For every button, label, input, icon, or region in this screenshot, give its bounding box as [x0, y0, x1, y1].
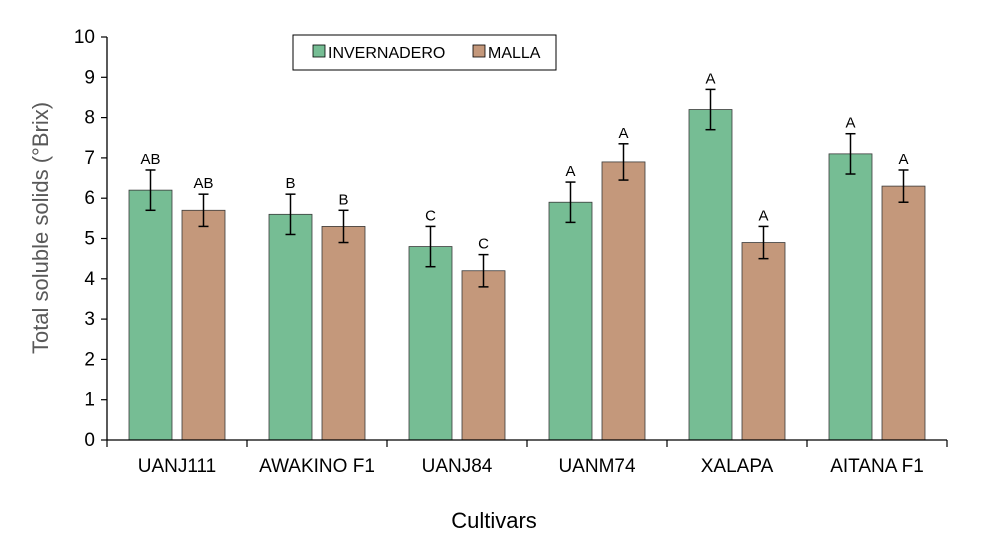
bar-malla: [601, 161, 646, 441]
plot-area: 0 1 2 3 4 5 6 7 8 9 10 UANJ111 AB AB AWAKINO F1 B B UANJ8…: [74, 27, 948, 477]
significance-label: B: [338, 191, 348, 208]
y-tick-label: 2: [84, 349, 95, 370]
y-tick-label: 0: [84, 430, 95, 451]
bar-malla: [181, 209, 226, 441]
x-category-label: AITANA F1: [830, 456, 924, 477]
significance-label: A: [565, 163, 575, 180]
significance-label: A: [758, 207, 768, 224]
y-tick-label: 8: [84, 108, 95, 129]
bar-malla: [461, 270, 506, 441]
bar-invernadero: [128, 189, 173, 441]
y-tick-label: 7: [84, 148, 95, 169]
x-category-label: AWAKINO F1: [259, 456, 375, 477]
significance-label: AB: [140, 151, 160, 168]
legend: INVERNADERO MALLA: [292, 34, 557, 71]
significance-label: AB: [193, 175, 213, 192]
significance-label: C: [425, 207, 436, 224]
y-tick-label: 3: [84, 309, 95, 330]
legend-label-invernadero: INVERNADERO: [328, 45, 445, 62]
x-category-label: UANM74: [558, 456, 636, 477]
significance-label: A: [618, 125, 628, 142]
legend-swatch-invernadero: [312, 44, 326, 58]
x-category-label: UANJ84: [422, 456, 493, 477]
bar-invernadero: [688, 109, 733, 441]
y-tick-label: 9: [84, 67, 95, 88]
significance-label: A: [845, 115, 855, 132]
x-category-label: UANJ111: [138, 456, 217, 477]
significance-label: B: [285, 175, 295, 192]
x-category-label: XALAPA: [701, 456, 774, 477]
significance-label: C: [478, 236, 489, 253]
y-tick-label: 5: [84, 229, 95, 250]
significance-label: A: [705, 70, 715, 87]
legend-label-malla: MALLA: [488, 45, 541, 62]
bar-malla: [741, 242, 786, 441]
bar-invernadero: [548, 201, 593, 441]
legend-box: [292, 34, 557, 71]
significance-label: A: [898, 151, 908, 168]
bar-malla: [321, 226, 366, 441]
y-tick-label: 10: [74, 27, 95, 48]
x-axis-title: Cultivars: [451, 508, 537, 533]
legend-swatch-malla: [472, 44, 486, 58]
bar-invernadero: [408, 246, 453, 441]
bar-malla: [881, 185, 926, 441]
y-tick-label: 1: [84, 390, 95, 411]
y-tick-label: 4: [84, 269, 95, 290]
bar-invernadero: [828, 153, 873, 441]
y-tick-label: 6: [84, 188, 95, 209]
bar-invernadero: [268, 213, 313, 441]
y-axis-title: Total soluble solids (°Brix): [28, 102, 53, 354]
